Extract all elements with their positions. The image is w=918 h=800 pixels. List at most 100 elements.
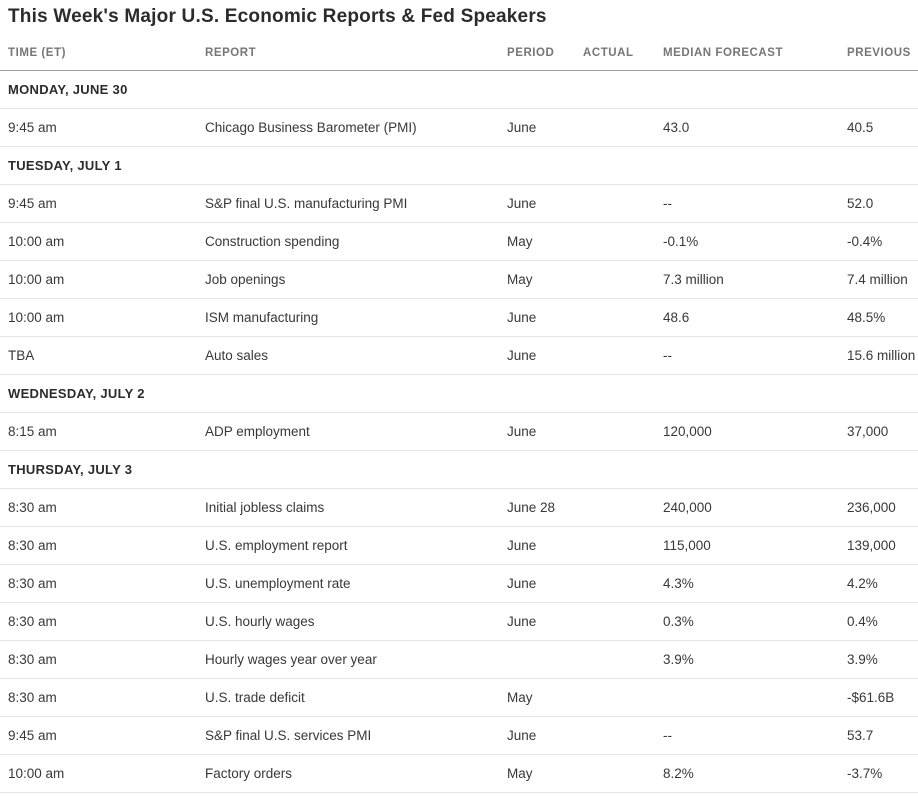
table-row: 8:15 am ADP employment June 120,000 37,000 [0, 412, 918, 451]
report-cell: S&P final U.S. services PMI [205, 716, 507, 755]
previous-cell: 37,000 [847, 412, 918, 451]
economic-reports-table: TIME (ET) REPORT PERIOD ACTUAL MEDIAN FO… [0, 28, 918, 793]
time-cell: 8:15 am [0, 412, 205, 451]
period-cell: May [507, 222, 583, 261]
previous-cell: 40.5 [847, 108, 918, 147]
column-header-forecast: MEDIAN FORECAST [663, 28, 847, 71]
forecast-cell: 240,000 [663, 488, 847, 527]
actual-cell [583, 336, 663, 375]
previous-cell: 139,000 [847, 526, 918, 565]
forecast-cell: 115,000 [663, 526, 847, 565]
report-cell: Hourly wages year over year [205, 640, 507, 679]
report-cell: U.S. hourly wages [205, 602, 507, 641]
page-title: This Week's Major U.S. Economic Reports … [8, 6, 547, 27]
day-header-label: MONDAY, JUNE 30 [0, 70, 918, 109]
day-header-row: TUESDAY, JULY 1 [0, 146, 918, 185]
actual-cell [583, 260, 663, 299]
table-row: 8:30 am U.S. trade deficit May -$61.6B [0, 678, 918, 717]
forecast-cell: -- [663, 716, 847, 755]
report-cell: Initial jobless claims [205, 488, 507, 527]
time-cell: 8:30 am [0, 564, 205, 603]
table-row: 9:45 am S&P final U.S. manufacturing PMI J… [0, 184, 918, 223]
report-cell: U.S. unemployment rate [205, 564, 507, 603]
time-cell: 9:45 am [0, 184, 205, 223]
period-cell: June [507, 108, 583, 147]
time-cell: 8:30 am [0, 640, 205, 679]
actual-cell [583, 678, 663, 717]
day-header-label: THURSDAY, JULY 3 [0, 450, 918, 489]
actual-cell [583, 184, 663, 223]
previous-cell: -0.4% [847, 222, 918, 261]
column-header-previous: PREVIOUS [847, 28, 918, 71]
previous-cell: 4.2% [847, 564, 918, 603]
forecast-cell: 0.3% [663, 602, 847, 641]
previous-cell: 0.4% [847, 602, 918, 641]
time-cell: 10:00 am [0, 298, 205, 337]
actual-cell [583, 108, 663, 147]
time-cell: 8:30 am [0, 488, 205, 527]
forecast-cell: -- [663, 336, 847, 375]
report-cell: U.S. trade deficit [205, 678, 507, 717]
column-header-report: REPORT [205, 28, 507, 71]
table-row: TBA Auto sales June -- 15.6 million [0, 336, 918, 375]
forecast-cell: 120,000 [663, 412, 847, 451]
actual-cell [583, 412, 663, 451]
time-cell: 10:00 am [0, 260, 205, 299]
table-body: MONDAY, JUNE 30 9:45 am Chicago Business B… [0, 70, 918, 793]
report-cell: Construction spending [205, 222, 507, 261]
forecast-cell [663, 678, 847, 717]
time-cell: 9:45 am [0, 716, 205, 755]
table-row: 10:00 am Construction spending May -0.1% -0.… [0, 222, 918, 261]
period-cell: June [507, 184, 583, 223]
table-row: 8:30 am U.S. hourly wages June 0.3% 0.4% [0, 602, 918, 641]
column-header-period: PERIOD [507, 28, 583, 71]
day-header-label: WEDNESDAY, JULY 2 [0, 374, 918, 413]
forecast-cell: 8.2% [663, 754, 847, 793]
period-cell: June [507, 602, 583, 641]
table-row: 8:30 am U.S. unemployment rate June 4.3% 4.2… [0, 564, 918, 603]
table-header: TIME (ET) REPORT PERIOD ACTUAL MEDIAN FO… [0, 28, 918, 71]
day-header-row: MONDAY, JUNE 30 [0, 70, 918, 109]
actual-cell [583, 602, 663, 641]
period-cell: May [507, 260, 583, 299]
table-row: 10:00 am Job openings May 7.3 million 7.4 mi… [0, 260, 918, 299]
period-cell: June [507, 564, 583, 603]
time-cell: 10:00 am [0, 754, 205, 793]
forecast-cell: 43.0 [663, 108, 847, 147]
time-cell: 8:30 am [0, 526, 205, 565]
period-cell: May [507, 678, 583, 717]
day-header-label: TUESDAY, JULY 1 [0, 146, 918, 185]
actual-cell [583, 640, 663, 679]
period-cell: June [507, 526, 583, 565]
column-header-time: TIME (ET) [0, 28, 205, 71]
day-header-row: THURSDAY, JULY 3 [0, 450, 918, 489]
actual-cell [583, 298, 663, 337]
previous-cell: 15.6 million [847, 336, 918, 375]
previous-cell: -$61.6B [847, 678, 918, 717]
period-cell: June [507, 716, 583, 755]
period-cell: June 28 [507, 488, 583, 527]
report-cell: ADP employment [205, 412, 507, 451]
table-row: 10:00 am Factory orders May 8.2% -3.7% [0, 754, 918, 793]
time-cell: 8:30 am [0, 678, 205, 717]
actual-cell [583, 526, 663, 565]
period-cell [507, 640, 583, 679]
time-cell: 9:45 am [0, 108, 205, 147]
period-cell: June [507, 336, 583, 375]
previous-cell: 53.7 [847, 716, 918, 755]
forecast-cell: 48.6 [663, 298, 847, 337]
column-header-row: TIME (ET) REPORT PERIOD ACTUAL MEDIAN FO… [0, 28, 918, 71]
forecast-cell: -0.1% [663, 222, 847, 261]
period-cell: June [507, 298, 583, 337]
period-cell: June [507, 412, 583, 451]
time-cell: TBA [0, 336, 205, 375]
report-cell: U.S. employment report [205, 526, 507, 565]
actual-cell [583, 716, 663, 755]
actual-cell [583, 488, 663, 527]
table-row: 8:30 am U.S. employment report June 115,000… [0, 526, 918, 565]
actual-cell [583, 564, 663, 603]
report-cell: Auto sales [205, 336, 507, 375]
report-cell: Chicago Business Barometer (PMI) [205, 108, 507, 147]
time-cell: 10:00 am [0, 222, 205, 261]
day-header-row: WEDNESDAY, JULY 2 [0, 374, 918, 413]
